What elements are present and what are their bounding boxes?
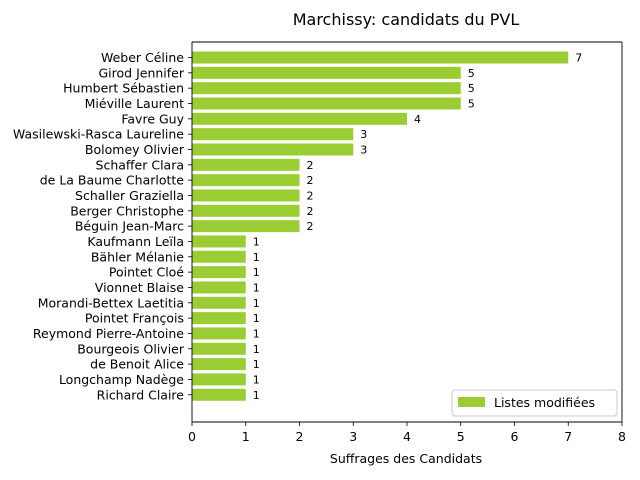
data-label: 7 [575,52,582,65]
data-label: 5 [468,97,475,110]
data-label: 5 [468,67,475,80]
data-label: 1 [253,343,260,356]
bar [192,189,300,202]
bar [192,296,246,309]
data-label: 1 [253,297,260,310]
bar [192,97,461,110]
bar [192,143,354,156]
category-label: Miéville Laurent [85,96,184,111]
bar [192,312,246,325]
data-label: 4 [414,113,421,126]
category-label: Favre Guy [121,111,184,126]
data-label: 2 [307,189,314,202]
category-label: Schaller Graziella [75,188,184,203]
x-axis-label: Suffrages des Candidats [330,451,482,466]
category-label: Girod Jennifer [98,65,184,80]
x-tick-label: 6 [511,429,519,444]
data-label: 1 [253,389,260,402]
legend-frame [451,389,618,417]
bar [192,235,246,248]
category-label: Vionnet Blaise [95,280,185,295]
category-label: Reymond Pierre-Antoine [33,326,184,341]
bar [192,112,407,125]
data-label: 1 [253,251,260,264]
data-label: 1 [253,312,260,325]
category-label: Pointet Cloé [109,265,184,280]
data-label: 3 [360,128,367,141]
data-label: 2 [307,174,314,187]
legend-entry-label: Listes modifiées [494,395,595,410]
category-label: Bähler Mélanie [91,249,184,264]
bar [192,66,461,79]
category-label: Morandi-Bettex Laetitia [38,295,184,310]
x-tick-label: 2 [296,429,304,444]
data-label: 2 [307,159,314,172]
category-label: Longchamp Nadège [59,372,184,387]
category-label: Wasilewski-Rasca Laureline [13,127,184,142]
data-label: 1 [253,358,260,371]
data-label: 1 [253,235,260,248]
x-tick-label: 5 [457,429,465,444]
data-label: 1 [253,327,260,340]
data-label: 1 [253,281,260,294]
category-label: Richard Claire [97,387,185,402]
category-label: Kaufmann Leïla [87,234,184,249]
category-label: Humbert Sébastien [63,81,184,96]
data-label: 2 [307,205,314,218]
x-tick-label: 4 [403,429,411,444]
bar [192,281,246,294]
x-tick-label: 7 [564,429,572,444]
bars-layer: 7 5 5 5 4 3 3 2 2 2 2 2 1 1 1 1 1 1 1 1 1 1 1 [192,51,582,402]
bar [192,327,246,340]
x-tick-label: 0 [188,429,196,444]
data-label: 2 [307,220,314,233]
category-label: de La Baume Charlotte [40,173,185,188]
bar [192,342,246,355]
bar [192,158,300,171]
category-label: Weber Céline [101,50,184,65]
x-tick-label: 3 [349,429,357,444]
category-label: Béguin Jean-Marc [75,219,184,234]
category-label: Berger Christophe [70,203,184,218]
category-label: Pointet François [85,311,184,326]
legend: Listes modifiées [451,389,618,417]
data-label: 1 [253,373,260,386]
bar [192,128,354,141]
data-label: 1 [253,266,260,279]
category-label: Bolomey Olivier [85,142,185,157]
chart-title: Marchissy: candidats du PVL [293,10,520,29]
category-label: Schaffer Clara [96,157,184,172]
x-tick-label: 8 [618,429,626,444]
x-tick-label: 1 [242,429,250,444]
data-label: 3 [360,143,367,156]
bar [192,358,246,371]
data-label: 5 [468,82,475,95]
bar [192,174,300,187]
category-label: de Benoit Alice [90,357,184,372]
bar [192,51,569,64]
bar [192,266,246,279]
bar [192,373,246,386]
bar [192,250,246,263]
bar [192,220,300,233]
bar [192,82,461,95]
legend-swatch [458,397,485,407]
bar [192,388,246,401]
category-label: Bourgeois Olivier [77,341,185,356]
bar [192,204,300,217]
